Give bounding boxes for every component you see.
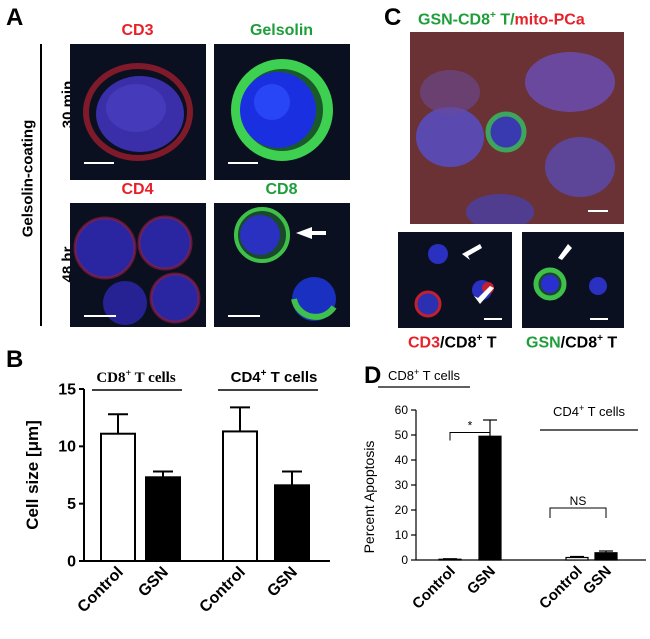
- caption-sup: +: [597, 333, 603, 344]
- scale-bar: [228, 162, 258, 164]
- significance-label: *: [468, 419, 473, 433]
- y-tick-label: 60: [395, 403, 409, 417]
- panel-a-side-line: [40, 44, 42, 326]
- micrograph-cd3-cd8: [398, 232, 512, 328]
- chart-b: CD8+ T cells CD4+ T cells Cell size [μm]…: [23, 368, 330, 616]
- micrograph-cd8-48hr: [214, 203, 350, 327]
- caption-gsn: GSN: [526, 334, 561, 352]
- title-slash: /: [510, 11, 515, 29]
- micrograph-cd4-48hr: [70, 203, 206, 327]
- category-label: GSN: [264, 564, 301, 601]
- title-gelsolin: Gelsolin: [249, 22, 314, 39]
- significance-bracket: [449, 432, 491, 441]
- group-label-cd4-d: CD4+ T cells: [553, 403, 625, 419]
- significance-bracket: [549, 507, 607, 518]
- y-tick-label: 20: [395, 503, 409, 517]
- caption-t: T: [482, 334, 497, 352]
- title-cd4: CD4: [121, 181, 154, 198]
- panel-a-side-label: Gelsolin-coating: [19, 119, 37, 238]
- caption-cd3-cd8: CD3/CD8+ T: [408, 333, 497, 352]
- y-tick-label: 40: [395, 453, 409, 467]
- panel-b-label: B: [6, 346, 24, 373]
- micrograph-cd3-30min: [70, 44, 206, 180]
- panel-d-label: D: [364, 362, 382, 389]
- group-label-cd8-d: CD8+ T cells: [388, 367, 460, 383]
- micrograph-gsn-cd8-mito-pca: [410, 32, 624, 224]
- panel-a-label: A: [6, 4, 24, 31]
- significance-label: NS: [570, 494, 587, 508]
- bar: [145, 476, 181, 562]
- bar: [274, 484, 310, 562]
- category-label: GSN: [580, 563, 615, 598]
- bar: [100, 432, 136, 562]
- panel-c-title: GSN-CD8+ T/mito-PCa: [418, 10, 585, 29]
- scale-bar: [590, 318, 608, 320]
- title-sup: +: [490, 10, 496, 21]
- y-axis-label: Cell size [μm]: [23, 420, 42, 530]
- bar: [594, 552, 618, 561]
- panel-c-label: C: [384, 4, 402, 31]
- caption-t: T: [602, 334, 618, 352]
- y-tick-label: 5: [67, 496, 76, 513]
- caption-cd8: /CD8: [560, 334, 598, 352]
- scale-bar: [228, 315, 260, 317]
- bar: [565, 556, 589, 561]
- y-axis-label-d: Percent Apoptosis: [361, 441, 377, 554]
- y-tick-label: 10: [58, 439, 76, 456]
- micrograph-gsn-cd8: [522, 232, 624, 328]
- group-label-cd4: CD4+ T cells: [231, 368, 318, 386]
- scale-bar: [84, 315, 116, 317]
- title-mito-pca: mito-PCa: [514, 11, 585, 29]
- scale-bar: [484, 318, 502, 320]
- y-tick-label: 30: [395, 478, 409, 492]
- y-tick-label: 50: [395, 428, 409, 442]
- category-label: Control: [197, 564, 249, 616]
- caption-sup: +: [476, 333, 483, 344]
- y-tick-label: 10: [395, 528, 409, 542]
- category-label: GSN: [464, 563, 499, 598]
- y-tick-label: 0: [67, 553, 76, 570]
- title-cd8: CD8: [265, 181, 298, 198]
- caption-gsn-cd8: GSN/CD8+ T: [526, 333, 617, 352]
- category-label: Control: [409, 563, 459, 613]
- title-cd3: CD3: [121, 22, 154, 39]
- bar: [438, 558, 462, 561]
- scale-bar: [84, 162, 114, 164]
- bar: [478, 435, 502, 561]
- category-label: GSN: [135, 564, 172, 601]
- y-tick-label: 0: [401, 553, 408, 567]
- group-label-cd8: CD8+ T cells: [96, 368, 175, 386]
- bar: [222, 430, 258, 562]
- title-gsn-cd8: GSN-CD8: [418, 11, 491, 29]
- category-label: Control: [75, 564, 127, 616]
- scale-bar: [588, 210, 608, 212]
- caption-cd3: CD3: [408, 334, 441, 352]
- chart-d: CD8+ T cells CD4+ T cells Percent Apopto…: [361, 367, 646, 613]
- y-tick-label: 15: [58, 381, 76, 398]
- category-label: Control: [536, 563, 586, 613]
- micrograph-gelsolin-30min: [214, 44, 350, 180]
- title-t: T: [495, 11, 511, 29]
- caption-cd8: /CD8: [440, 334, 477, 352]
